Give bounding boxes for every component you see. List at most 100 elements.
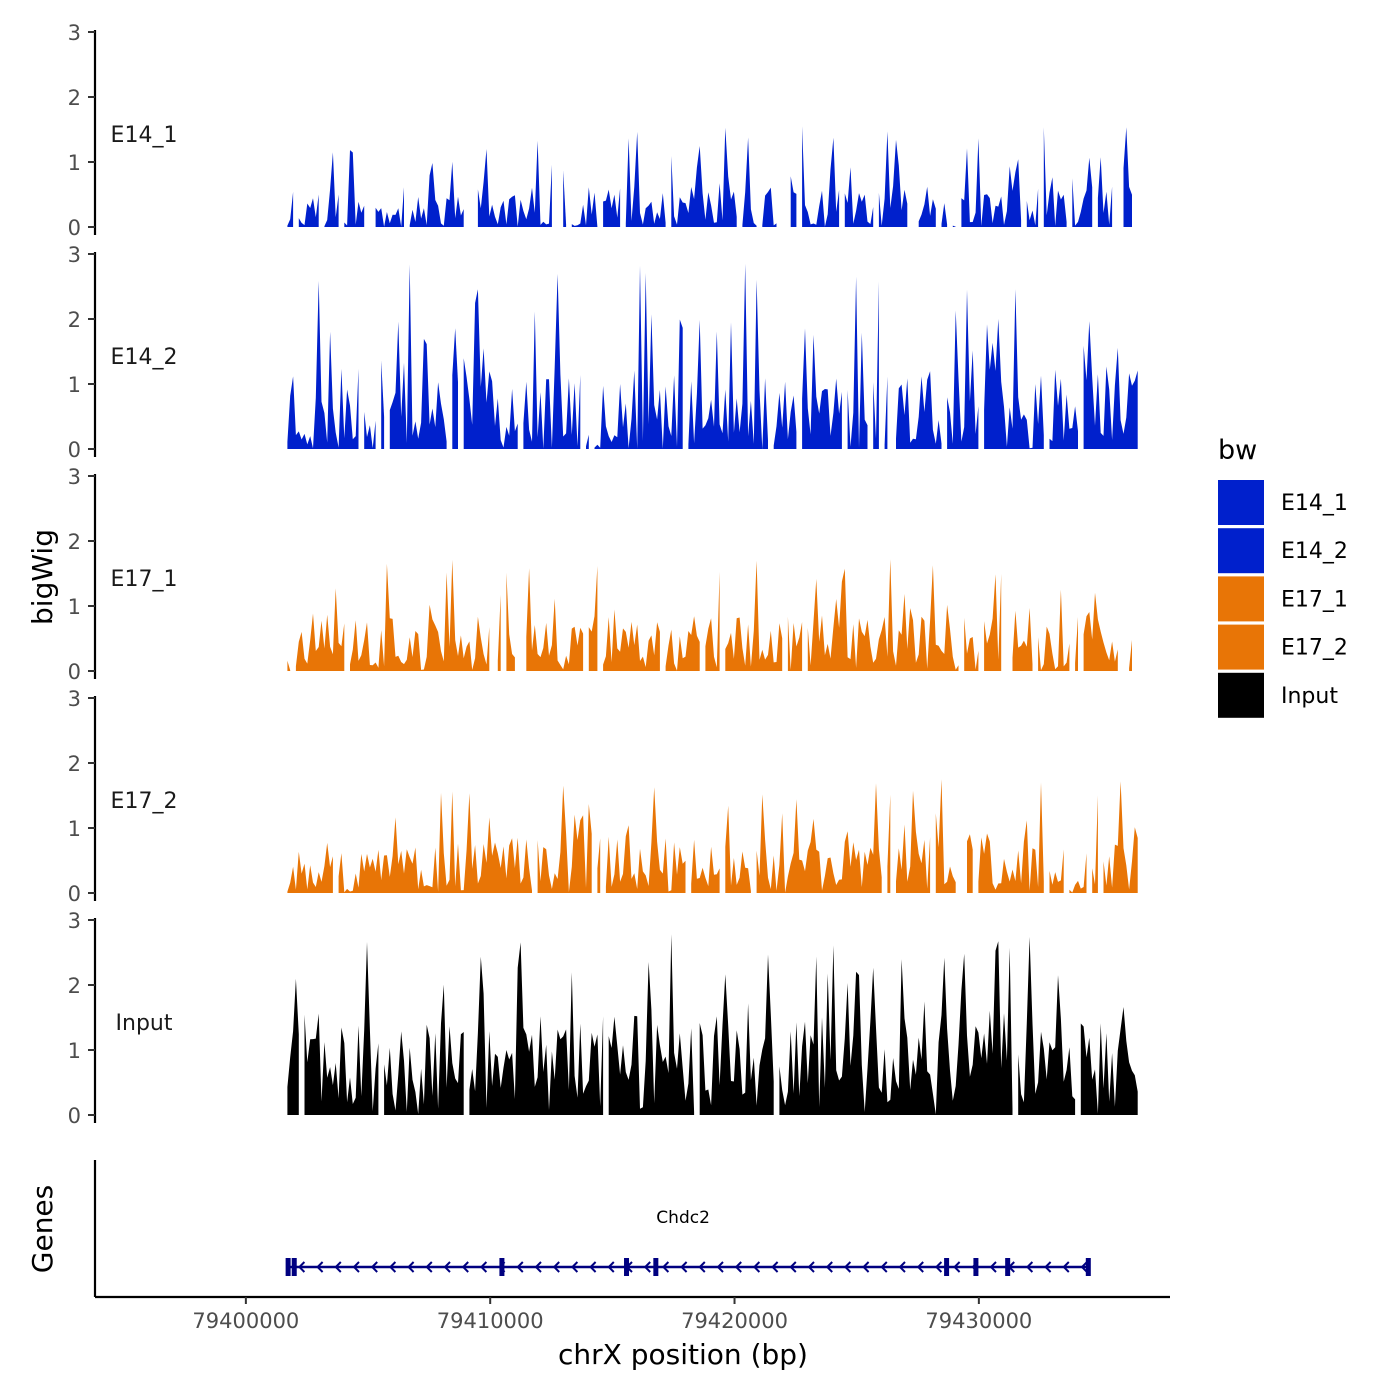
x-tick-label: 79420000 <box>681 1309 788 1333</box>
exon-block <box>291 1258 297 1276</box>
signal-area-segment <box>537 785 592 893</box>
signal-area-segment <box>1123 127 1132 227</box>
strand-arrow <box>916 1261 924 1273</box>
strand-arrow <box>953 1261 961 1273</box>
facet-label: E17_1 <box>111 567 178 592</box>
signal-area-segment <box>603 188 621 227</box>
signal-area-segment <box>588 566 598 671</box>
y-tick-label: 0 <box>68 1104 81 1128</box>
exon-block <box>1005 1258 1011 1276</box>
signal-area-segment <box>918 186 936 227</box>
y-tick-label: 1 <box>68 595 81 619</box>
legend-label-E17_1: E17_1 <box>1281 587 1348 612</box>
signal-area-segment <box>952 225 956 227</box>
strand-arrow <box>570 1261 579 1273</box>
signal-area-segment <box>873 281 879 449</box>
y-tick-label: 0 <box>68 882 81 906</box>
signal-area-segment <box>779 941 1013 1115</box>
legend-key-E14_1 <box>1218 480 1264 525</box>
signal-area-segment <box>389 264 447 449</box>
signal-area-segment <box>1103 781 1138 893</box>
signal-area-segment <box>304 942 379 1115</box>
signal-area-segment <box>1038 589 1070 671</box>
signal-area-segment <box>941 203 948 227</box>
signal-area-segment <box>1083 592 1118 671</box>
strand-arrow <box>589 1261 597 1273</box>
strand-arrow <box>407 1261 415 1273</box>
signal-area-segment <box>807 559 959 671</box>
legend: bw E14_1 E14_2 E17_1 E17_2 Input <box>1218 435 1348 718</box>
signal-area-segment <box>526 568 584 671</box>
signal-area-segment <box>497 594 501 671</box>
exon-block <box>944 1258 950 1276</box>
signal-area-segment <box>1026 188 1039 227</box>
signal-area-segment <box>523 273 581 449</box>
strand-arrow <box>534 1261 542 1273</box>
legend-label-E17_2: E17_2 <box>1281 636 1348 661</box>
strand-arrow <box>771 1261 779 1273</box>
strand-arrow <box>352 1261 360 1273</box>
signal-area-segment <box>691 839 720 893</box>
strand-arrow <box>934 1261 943 1273</box>
y-tick-label: 2 <box>68 86 81 110</box>
gene-name: Chdc2 <box>656 1208 710 1228</box>
signal-area-segment <box>671 127 737 227</box>
facet-label: E17_2 <box>111 789 178 814</box>
legend-label-E14_1: E14_1 <box>1281 491 1348 516</box>
signal-area-segment <box>935 779 956 893</box>
y-tick-label: 1 <box>68 373 81 397</box>
legend-label-Input: Input <box>1281 684 1338 709</box>
signal-area-segment <box>594 265 683 449</box>
exon-block <box>624 1258 630 1276</box>
strand-arrow <box>862 1261 870 1273</box>
signal-area-segment <box>287 191 294 227</box>
signal-area-segment <box>705 571 720 671</box>
signal-area-segment <box>1080 1007 1138 1115</box>
signal-area-segment <box>298 194 319 227</box>
signal-area-segment <box>469 942 604 1115</box>
signal-area-segment <box>287 660 291 671</box>
signal-area-segment <box>375 187 404 227</box>
y-tick-label: 0 <box>68 438 81 462</box>
y-tick-label: 3 <box>68 909 81 933</box>
signal-area-segment <box>287 842 333 893</box>
strand-arrow <box>1044 1261 1052 1273</box>
signal-area-segment <box>295 588 345 671</box>
signal-area-segment <box>947 289 979 449</box>
legend-key-E17_1 <box>1218 576 1264 622</box>
genes-axis-title: Genes <box>26 1185 59 1273</box>
signal-area-segment <box>1129 639 1132 671</box>
y-tick-label: 1 <box>68 1039 81 1063</box>
y-tick-label: 1 <box>68 817 81 841</box>
x-tick-label: 79400000 <box>192 1309 299 1333</box>
x-axis: 79400000 79410000 79420000 79430000 <box>95 1295 1170 1333</box>
signal-area-segment <box>773 381 797 449</box>
signal-area-segment <box>1097 157 1113 227</box>
signal-area-segment <box>287 280 359 449</box>
strand-arrow <box>370 1261 378 1273</box>
strand-arrow <box>752 1261 761 1273</box>
strand-arrow <box>552 1261 560 1273</box>
signal-area-segment <box>608 934 695 1115</box>
strand-arrow <box>643 1261 651 1273</box>
y-tick-label: 1 <box>68 151 81 175</box>
signal-area-segment <box>1083 321 1138 449</box>
signal-area-segment <box>1018 936 1076 1115</box>
signal-area-segment <box>802 328 842 449</box>
strand-arrow <box>1062 1261 1070 1273</box>
strand-arrow <box>789 1261 797 1273</box>
strand-arrow <box>443 1261 451 1273</box>
genes-panel: Chdc2 <box>93 1160 1091 1297</box>
signal-area-segment <box>625 131 666 227</box>
signal-area-segment <box>571 187 598 227</box>
signal-area-segment <box>787 616 803 671</box>
signal-area-segment <box>1049 849 1064 893</box>
signal-area-segment <box>1043 127 1067 227</box>
signal-area-segment <box>961 138 1022 227</box>
exon-block <box>285 1258 291 1276</box>
signal-area-segment <box>878 131 908 227</box>
signal-area-segment <box>477 140 552 227</box>
track-Input: 0 1 2 3 Input <box>68 909 1138 1128</box>
strand-arrow <box>843 1261 852 1273</box>
